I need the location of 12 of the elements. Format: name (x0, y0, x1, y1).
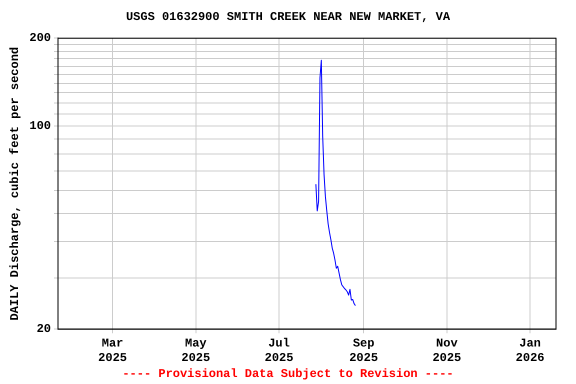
y-tick-label: 200 (29, 31, 52, 46)
text: ---- Provisional Data Subject to Revision ---- (121, 367, 455, 381)
y-tick-label: 100 (29, 118, 52, 133)
y-axis-title: DAILY Discharge, cubic feet per second (8, 46, 22, 321)
x-tick-label: Mar 2025 (98, 336, 127, 365)
y-tick-label: 20 (36, 322, 52, 336)
x-tick-label: Nov 2025 (432, 336, 462, 365)
x-tick-label: Sep 2025 (349, 336, 378, 365)
x-tick-label: Jul 2025 (264, 336, 294, 365)
chart-title: USGS 01632900 SMITH CREEK NEAR NEW MARKET, VA (124, 10, 452, 24)
x-tick-label: Jan 2026 (516, 336, 544, 365)
x-tick-label: May 2025 (181, 336, 210, 365)
